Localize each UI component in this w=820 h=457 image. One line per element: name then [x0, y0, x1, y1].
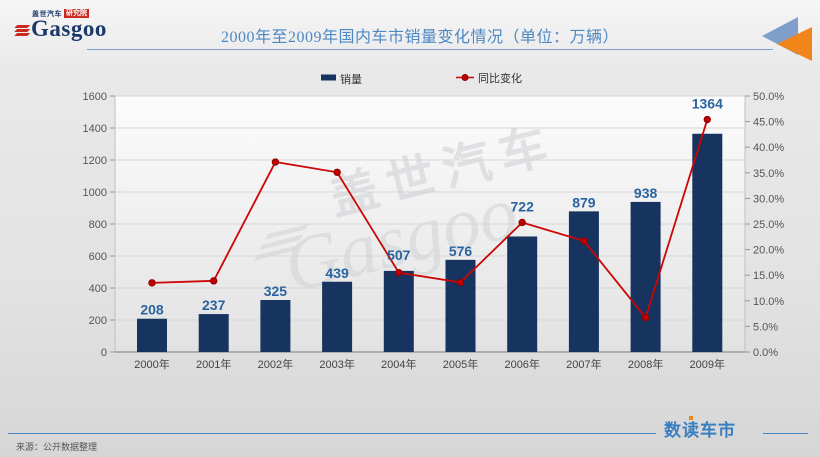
- svg-text:200: 200: [89, 315, 107, 327]
- header: 盖世汽车 研究院 Gasgoo 2000年至2009年国内车市销量变化情况（单位…: [0, 0, 820, 61]
- yoy-point-2007年: [580, 237, 588, 245]
- logo-brand-row: Gasgoo: [14, 16, 107, 41]
- svg-text:50.0%: 50.0%: [753, 91, 784, 103]
- svg-text:2008年: 2008年: [628, 357, 663, 371]
- yoy-point-2005年: [456, 278, 465, 287]
- svg-text:15.0%: 15.0%: [753, 270, 784, 282]
- left-axis-labels: 0 200 400 600 800 1000 1200 1400 1600: [83, 91, 107, 359]
- svg-text:30.0%: 30.0%: [753, 193, 784, 205]
- footer-brand-logo: 数读车市: [664, 416, 736, 441]
- svg-text:0: 0: [101, 347, 107, 359]
- bar-2008年: [630, 201, 661, 352]
- legend-sales-swatch: [321, 74, 336, 81]
- svg-text:237: 237: [202, 297, 226, 313]
- svg-text:400: 400: [89, 283, 107, 295]
- yoy-point-2008年: [641, 313, 650, 322]
- watermark-stripes-icon: [253, 223, 309, 261]
- yoy-point-2004年: [395, 268, 403, 277]
- yoy-point-2009年: [703, 115, 711, 124]
- gasgoo-logo: 盖世汽车 研究院 Gasgoo: [14, 9, 107, 41]
- bar-2007年: [568, 211, 599, 352]
- svg-text:2005年: 2005年: [443, 357, 478, 371]
- svg-text:2003年: 2003年: [319, 357, 354, 371]
- logo-tagline: 盖世汽车: [32, 10, 62, 18]
- svg-text:20.0%: 20.0%: [753, 245, 784, 257]
- svg-text:1400: 1400: [83, 123, 107, 135]
- svg-text:2004年: 2004年: [381, 357, 416, 371]
- bar-2000年: [137, 318, 167, 352]
- svg-text:2007年: 2007年: [566, 357, 601, 371]
- svg-text:600: 600: [89, 251, 107, 263]
- logo-brand-text: Gasgoo: [31, 16, 107, 41]
- bar-2005年: [445, 259, 476, 352]
- svg-text:722: 722: [511, 198, 535, 214]
- source-note: 来源：公开数据整理: [16, 442, 98, 452]
- title-underline: [87, 49, 773, 50]
- logo-badge: 研究院: [64, 9, 89, 18]
- footer-rule-right: [763, 433, 808, 434]
- svg-text:507: 507: [387, 247, 411, 263]
- yoy-point-2001年: [210, 277, 218, 285]
- legend-yoy-marker: [461, 74, 469, 81]
- svg-text:576: 576: [449, 243, 473, 259]
- svg-text:35.0%: 35.0%: [753, 168, 784, 180]
- svg-text:938: 938: [634, 185, 658, 201]
- legend: 销量 同比变化: [321, 71, 522, 86]
- svg-text:2009年: 2009年: [690, 357, 725, 371]
- footer-rule-left: [8, 433, 656, 434]
- footer-brand-dot-icon: [689, 416, 693, 420]
- svg-text:800: 800: [89, 219, 107, 231]
- page-title: 2000年至2009年国内车市销量变化情况（单位：万辆）: [220, 29, 619, 46]
- legend-sales-label: 销量: [340, 72, 362, 86]
- bar-value-labels: 208 237 325 439 507 576 722 879 938 1364: [140, 96, 723, 318]
- svg-text:1600: 1600: [83, 91, 107, 103]
- svg-text:439: 439: [325, 265, 349, 281]
- bar-2004年: [383, 270, 414, 352]
- svg-text:25.0%: 25.0%: [753, 219, 784, 231]
- right-axis-labels: 0.0% 5.0% 10.0% 15.0% 20.0% 25.0% 30.0% 35.0% 40…: [753, 91, 784, 359]
- svg-text:325: 325: [264, 283, 288, 299]
- svg-text:40.0%: 40.0%: [753, 142, 784, 154]
- bar-2001年: [198, 314, 229, 352]
- svg-text:208: 208: [140, 302, 164, 318]
- svg-text:2001年: 2001年: [196, 357, 231, 371]
- bar-2002年: [260, 300, 291, 352]
- yoy-point-2006年: [518, 218, 526, 227]
- svg-text:10.0%: 10.0%: [753, 296, 784, 308]
- sales-bars: [137, 133, 723, 352]
- svg-text:2006年: 2006年: [504, 357, 539, 371]
- legend-yoy-label: 同比变化: [478, 71, 522, 85]
- svg-text:1364: 1364: [692, 96, 723, 112]
- bar-2006年: [507, 236, 538, 352]
- yoy-point-2002年: [271, 158, 280, 166]
- bar-2009年: [692, 133, 723, 352]
- svg-text:5.0%: 5.0%: [753, 321, 778, 333]
- x-axis-labels: 2000年 2001年 2002年 2003年 2004年 2005年 2006年 2007年…: [134, 357, 725, 371]
- yoy-line: [148, 115, 711, 322]
- svg-text:879: 879: [572, 194, 596, 210]
- footer-brand-text: 数读车市: [664, 421, 736, 440]
- svg-text:45.0%: 45.0%: [753, 117, 784, 129]
- yoy-point-2003年: [333, 168, 341, 176]
- svg-text:1200: 1200: [83, 155, 107, 167]
- yoy-point-2000年: [148, 279, 156, 287]
- svg-text:2000年: 2000年: [134, 357, 169, 371]
- bar-2003年: [322, 281, 353, 352]
- svg-text:1000: 1000: [83, 187, 107, 199]
- svg-text:0.0%: 0.0%: [753, 347, 778, 359]
- back-arrow-icon: [762, 17, 812, 61]
- logo-tagline-row: 盖世汽车 研究院: [32, 9, 107, 18]
- svg-text:2002年: 2002年: [258, 357, 293, 371]
